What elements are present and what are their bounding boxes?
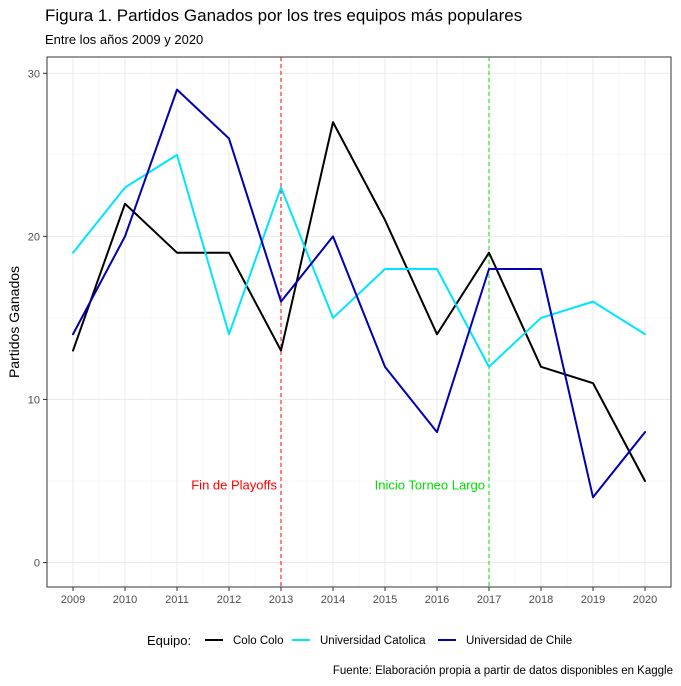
reference-line-label: Fin de Playoffs bbox=[191, 477, 277, 492]
x-tick-label: 2014 bbox=[321, 594, 345, 606]
x-tick-label: 2019 bbox=[581, 594, 605, 606]
grid bbox=[47, 57, 671, 587]
x-tick-label: 2009 bbox=[61, 594, 85, 606]
axes: 2009 2010 2011 2012 2013 2014 2015 2016 2017 2018… bbox=[6, 56, 672, 606]
x-tick-label: 2015 bbox=[373, 594, 397, 606]
legend-label: Colo Colo bbox=[233, 635, 284, 647]
source-caption: Fuente: Elaboración propia a partir de d… bbox=[332, 665, 673, 677]
legend-label: Universidad de Chile bbox=[466, 635, 572, 647]
y-tick-label: 0 bbox=[34, 558, 40, 570]
y-axis-title: Partidos Ganados bbox=[6, 266, 22, 378]
y-tick-label: 10 bbox=[28, 394, 40, 406]
reference-line-label: Inicio Torneo Largo bbox=[375, 477, 485, 492]
panel-border bbox=[46, 56, 672, 588]
series-line bbox=[72, 88, 646, 499]
legend: Equipo: Colo Colo Universidad Catolica Univ… bbox=[147, 633, 572, 648]
series-line bbox=[72, 153, 646, 368]
legend-label: Universidad Catolica bbox=[320, 635, 426, 647]
x-tick-label: 2013 bbox=[269, 594, 293, 606]
y-tick-label: 20 bbox=[28, 231, 40, 243]
series-line bbox=[72, 121, 646, 482]
reference-lines: Fin de Playoffs Inicio Torneo Largo bbox=[191, 57, 490, 587]
x-tick-label: 2010 bbox=[113, 594, 137, 606]
x-tick-label: 2020 bbox=[633, 594, 657, 606]
legend-title: Equipo: bbox=[147, 633, 191, 648]
x-tick-label: 2016 bbox=[425, 594, 449, 606]
x-tick-label: 2017 bbox=[477, 594, 501, 606]
x-tick-label: 2011 bbox=[165, 594, 189, 606]
series-lines bbox=[72, 88, 646, 499]
x-tick-label: 2018 bbox=[529, 594, 553, 606]
chart-title: Figura 1. Partidos Ganados por los tres … bbox=[45, 6, 523, 25]
y-tick-label: 30 bbox=[28, 68, 40, 80]
chart-subtitle: Entre los años 2009 y 2020 bbox=[45, 32, 204, 47]
x-tick-label: 2012 bbox=[217, 594, 241, 606]
